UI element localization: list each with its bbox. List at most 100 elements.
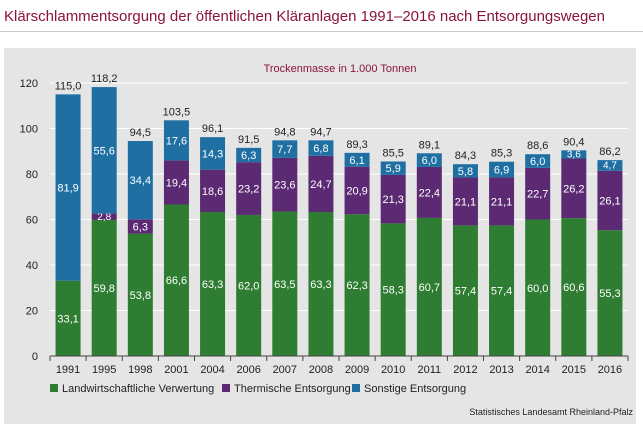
y-tick-label: 40 (26, 260, 38, 272)
data-label: 62,3 (346, 280, 367, 292)
data-label: 59,8 (93, 283, 114, 295)
x-tick-label: 2004 (200, 364, 224, 376)
y-tick-label: 120 (20, 78, 38, 90)
total-label: 85,3 (491, 148, 512, 160)
bar-segment (489, 177, 515, 226)
chart-title: Klärschlammentsorgung der öffentlichen K… (4, 8, 605, 25)
data-label: 19,4 (166, 177, 187, 189)
bar-segment (597, 230, 623, 356)
x-tick-label: 2012 (453, 364, 477, 376)
bar-segment (416, 153, 442, 167)
data-label: 6,9 (494, 165, 509, 177)
bar-segment (525, 167, 551, 220)
bar-segment (163, 120, 189, 161)
data-label: 6,3 (133, 221, 148, 233)
y-tick-label: 60 (26, 215, 38, 227)
data-label: 20,9 (346, 185, 367, 197)
x-tick-label: 1991 (56, 364, 80, 376)
bar-segment (344, 214, 370, 356)
data-label: 55,3 (599, 288, 620, 300)
bar-segment (561, 150, 587, 159)
bar-segment (55, 280, 81, 356)
legend-swatch (352, 384, 360, 392)
data-label: 22,7 (527, 189, 548, 201)
bar-segment (163, 160, 189, 205)
data-label: 6,0 (422, 155, 437, 167)
y-tick-label: 0 (32, 351, 38, 363)
bar-segment (380, 174, 406, 224)
total-label: 118,2 (91, 73, 118, 85)
bar-segment (272, 140, 298, 158)
bar-segment (416, 166, 442, 218)
legend-label: Landwirtschaftliche Verwertung (62, 383, 214, 395)
data-label: 5,8 (458, 166, 473, 178)
y-axis: 0 20 40 60 80 100 120 (20, 78, 38, 363)
bar-segment (489, 225, 515, 356)
y-tick-label: 20 (26, 306, 38, 318)
data-label: 66,6 (166, 275, 187, 287)
data-label: 33,1 (57, 313, 78, 325)
bar-segment (91, 213, 117, 220)
bar-segment (200, 211, 226, 356)
total-label: 85,5 (382, 147, 403, 159)
data-label: 55,6 (93, 145, 114, 157)
bar-segment (308, 211, 334, 356)
bar-segment (308, 140, 334, 156)
bar-segment (236, 162, 262, 215)
data-label: 23,2 (238, 184, 259, 196)
bar-segment (525, 154, 551, 168)
data-label: 21,3 (382, 194, 403, 206)
bar-segment (308, 155, 334, 212)
data-label: 3,6 (567, 149, 581, 160)
data-label: 21,1 (491, 196, 512, 208)
data-label: 62,0 (238, 280, 259, 292)
data-label: 57,4 (491, 286, 512, 298)
total-label: 89,3 (346, 139, 367, 151)
total-label: 88,6 (527, 140, 548, 152)
bar-segment (344, 166, 370, 215)
bar-segment (163, 204, 189, 356)
x-tick-label: 2015 (562, 364, 586, 376)
data-label: 21,1 (455, 196, 476, 208)
total-label: 94,7 (310, 126, 331, 138)
total-label: 84,3 (455, 150, 476, 162)
total-label: 89,1 (419, 139, 440, 151)
bar-segment (55, 94, 81, 281)
data-label: 4,7 (603, 160, 617, 171)
data-label: 14,3 (202, 148, 223, 160)
bar-segment (236, 147, 262, 163)
legend-label: Thermische Entsorgung (234, 383, 351, 395)
total-label: 91,5 (238, 134, 259, 146)
bar-segment (200, 137, 226, 170)
bar-segment (236, 214, 262, 356)
bar-segment (272, 211, 298, 356)
data-label: 60,0 (527, 283, 548, 295)
bar-segment (452, 225, 478, 356)
total-label: 94,5 (130, 127, 151, 139)
data-label: 18,6 (202, 186, 223, 198)
data-label: 22,4 (419, 187, 440, 199)
x-tick-label: 2011 (417, 364, 441, 376)
x-tick-label: 2008 (309, 364, 333, 376)
bar-segment (91, 87, 117, 214)
bar-segment (561, 218, 587, 356)
data-label: 2,8 (97, 212, 111, 223)
bar-segment (597, 160, 623, 171)
x-tick-label: 2007 (273, 364, 297, 376)
data-label: 6,0 (530, 156, 545, 168)
bar-segment (597, 170, 623, 231)
x-tick-label: 1998 (128, 364, 152, 376)
total-label: 115,0 (55, 80, 82, 92)
bar-segment (344, 152, 370, 167)
data-label: 24,7 (310, 179, 331, 191)
bar-segment (380, 161, 406, 175)
data-label: 53,8 (130, 290, 151, 302)
bar-segment (525, 219, 551, 356)
data-label: 6,3 (241, 150, 256, 162)
data-label: 17,6 (166, 135, 187, 147)
data-label: 6,1 (349, 155, 364, 167)
data-label: 23,6 (274, 180, 295, 192)
bar-segment (416, 217, 442, 356)
data-label: 6,8 (313, 143, 328, 155)
data-label: 58,3 (382, 285, 403, 297)
